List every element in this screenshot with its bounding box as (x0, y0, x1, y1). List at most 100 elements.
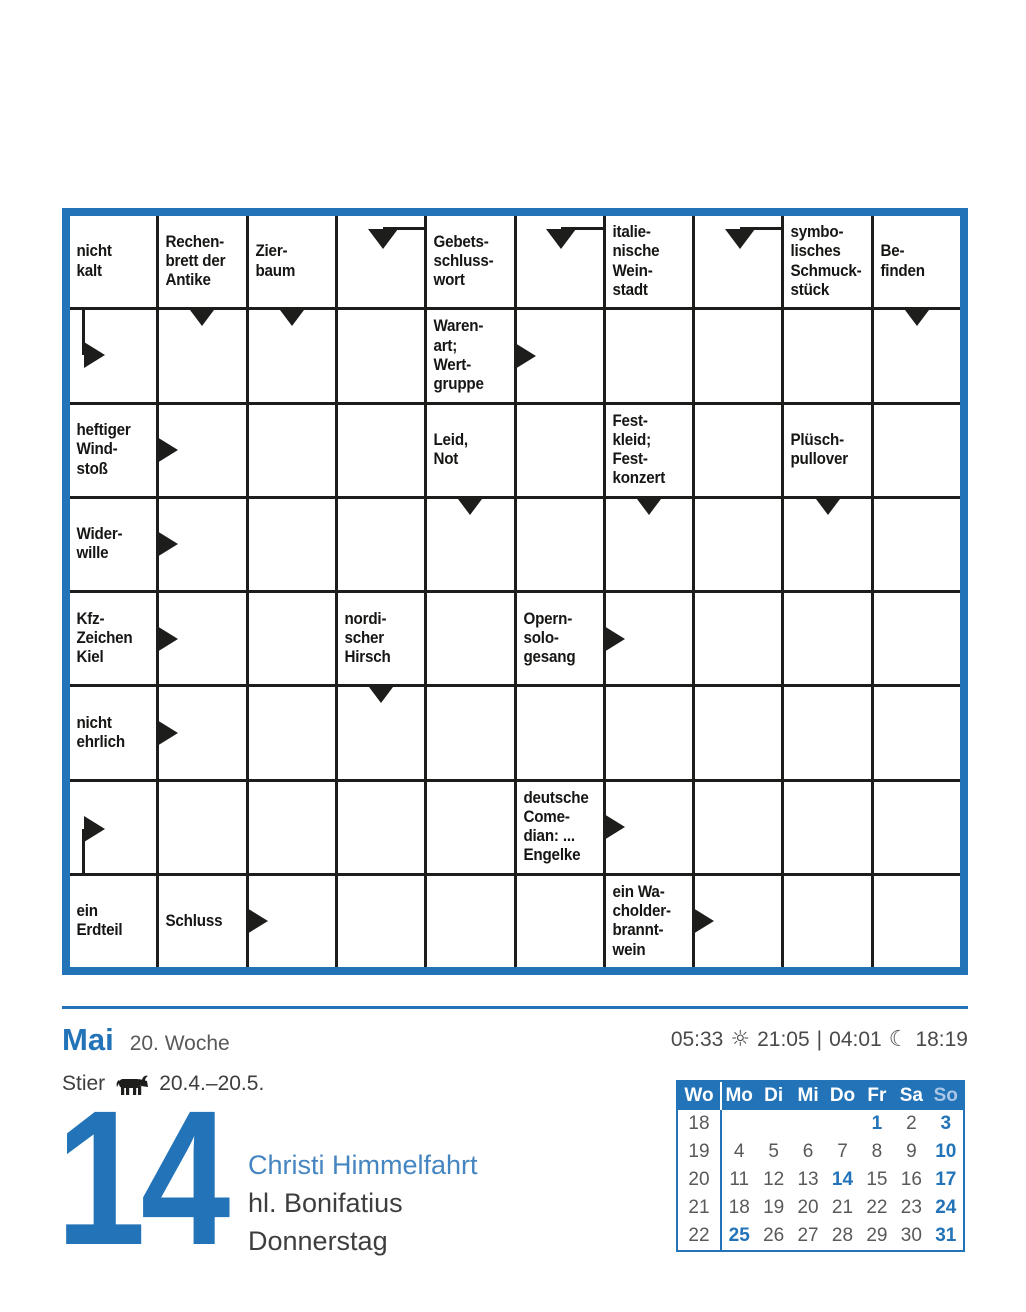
day-cell: 24 (935, 1197, 957, 1218)
down-arrow-icon (338, 687, 424, 778)
mini-calendar-week-row: 21 18 19 20 21 22 23 24 (678, 1194, 963, 1222)
crossword-answer-cell (427, 875, 514, 967)
day-cell: 14 (831, 1169, 854, 1190)
day-description: Christi Himmelfahrt hl. Bonifatius Donne… (248, 1146, 478, 1260)
mini-month-calendar: Wo Mo Di Mi Do Fr Sa So 18 1 2 3 19 4 5 6 7 8 9 10 20 11 12 13… (676, 1080, 965, 1252)
crossword-answer-cell (605, 310, 693, 402)
crossword-answer-cell (695, 781, 782, 873)
crossword-answer-cell (873, 310, 960, 402)
zodiac-name: Stier (62, 1072, 106, 1095)
day-cell: 6 (802, 1141, 814, 1162)
down-arrow-icon (874, 310, 960, 401)
week-number: 20 (678, 1166, 722, 1194)
crossword-clue-cell: Kfz- Zeichen Kiel (70, 593, 157, 685)
crossword-clue-cell: Fest- kleid; Fest- konzert (605, 404, 693, 496)
day-cell: 17 (935, 1169, 957, 1190)
crossword-answer-cell (784, 781, 871, 873)
crossword-answer-cell (159, 781, 246, 873)
day-cell: 27 (797, 1225, 819, 1246)
crossword-clue-cell: Wider- wille (70, 498, 157, 590)
week-number: 22 (678, 1222, 722, 1250)
crossword-answer-cell (695, 593, 782, 685)
day-cell: 12 (763, 1169, 785, 1190)
day-number: 14 (56, 1070, 230, 1285)
sun-icon: ☼ (730, 1027, 751, 1052)
crossword-answer-cell (605, 687, 693, 779)
clue-text: Opern- solo- gesang (522, 609, 575, 667)
crossword-answer-cell (784, 593, 871, 685)
week-number: 19 (678, 1138, 722, 1166)
day-cell: 30 (900, 1225, 922, 1246)
crossword-answer-cell (159, 687, 246, 779)
moonset-time: 18:19 (915, 1028, 968, 1051)
mini-calendar-header: Wo Mo Di Mi Do Fr Sa So (678, 1082, 963, 1110)
crossword-clue-cell: italie- nische Wein- stadt (605, 216, 693, 308)
mini-calendar-header-cell: Fr (867, 1085, 887, 1106)
crossword-clue-cell: Opern- solo- gesang (516, 593, 603, 685)
day-cell: 9 (906, 1141, 917, 1162)
week-number: 18 (678, 1110, 722, 1138)
crossword-answer-cell (248, 310, 335, 402)
crossword-answer-cell (516, 875, 603, 967)
mini-calendar-header-cell: Do (829, 1085, 856, 1106)
holiday-name: Christi Himmelfahrt (248, 1150, 478, 1180)
mini-calendar-header-cell: Mo (725, 1085, 753, 1106)
crossword-answer-cell (70, 310, 157, 402)
mini-calendar-header-cell: Di (764, 1085, 784, 1106)
crossword-answer-cell (427, 687, 514, 779)
day-cell: 7 (837, 1141, 848, 1162)
day-cell: 11 (729, 1169, 750, 1190)
crossword-clue-cell: Rechen- brett der Antike (159, 216, 246, 308)
crossword-answer-cell (605, 498, 693, 590)
times-separator: | (816, 1028, 823, 1051)
crossword-clue-cell: ein Erdteil (70, 875, 157, 967)
crossword-answer-cell (873, 593, 960, 685)
crossword-answer-cell (784, 498, 871, 590)
day-cell: 25 (728, 1225, 750, 1246)
crossword-clue-cell: Zier- baum (248, 216, 335, 308)
crossword-answer-cell (427, 498, 514, 590)
crossword-answer-cell (337, 498, 425, 590)
crossword-answer-cell (516, 498, 603, 590)
crossword-clue-cell: ein Wa- cholder- brannt- wein (605, 875, 693, 967)
day-cell: 21 (831, 1197, 854, 1218)
crossword-answer-cell (784, 687, 871, 779)
crossword-answer-cell (605, 593, 693, 685)
day-cell: 18 (728, 1197, 750, 1218)
day-cell: 3 (940, 1113, 952, 1134)
crossword-clue-cell: Gebets- schluss- wort (427, 216, 514, 308)
day-cell: 22 (866, 1197, 888, 1218)
mini-calendar-header-cell: Wo (678, 1082, 722, 1110)
mini-calendar-body: 18 1 2 3 19 4 5 6 7 8 9 10 20 11 12 13 14 15 16 17 21 18 19 20 2… (678, 1110, 963, 1250)
crossword-clue-cell: Schluss (159, 875, 246, 967)
moonrise-time: 04:01 (829, 1028, 882, 1051)
day-cell (756, 1110, 790, 1138)
clue-text: nicht kalt (76, 242, 112, 280)
day-cell (825, 1110, 859, 1138)
clue-text: Plüsch- pullover (790, 430, 849, 469)
day-cell: 4 (733, 1141, 745, 1162)
clue-text: Zier- baum (255, 242, 295, 280)
down-arrow-icon (159, 310, 245, 401)
crossword-grid: nicht kalt Rechen- brett der Antike Zier- … (62, 208, 968, 975)
crossword-clue-cell: nicht kalt (70, 216, 157, 308)
elbow-down-arrow-icon (695, 216, 782, 307)
crossword-answer-cell (248, 687, 335, 779)
moon-icon: ☾ (888, 1027, 909, 1052)
mini-calendar-header-cell: So (933, 1085, 958, 1106)
crossword-answer-cell (159, 404, 246, 496)
day-cell: 26 (763, 1225, 785, 1246)
crossword-answer-cell (873, 687, 960, 779)
sunrise-time: 05:33 (670, 1028, 724, 1051)
crossword-answer-cell (159, 498, 246, 590)
crossword-answer-cell (516, 404, 603, 496)
crossword-clue-cell: deutsche Come- dian: ... Engelke (516, 781, 603, 873)
mini-calendar-week-row: 22 25 26 27 28 29 30 31 (678, 1222, 963, 1250)
day-cell: 19 (763, 1197, 785, 1218)
clue-text: Leid, Not (433, 430, 469, 469)
crossword-answer-cell (695, 687, 782, 779)
sun-moon-times: 05:33 ☼ 21:05 | 04:01 ☾ 18:19 (671, 1028, 968, 1052)
crossword-clue-cell: nicht ehrlich (70, 687, 157, 779)
day-cell: 1 (871, 1113, 883, 1134)
day-cell: 16 (900, 1169, 922, 1190)
